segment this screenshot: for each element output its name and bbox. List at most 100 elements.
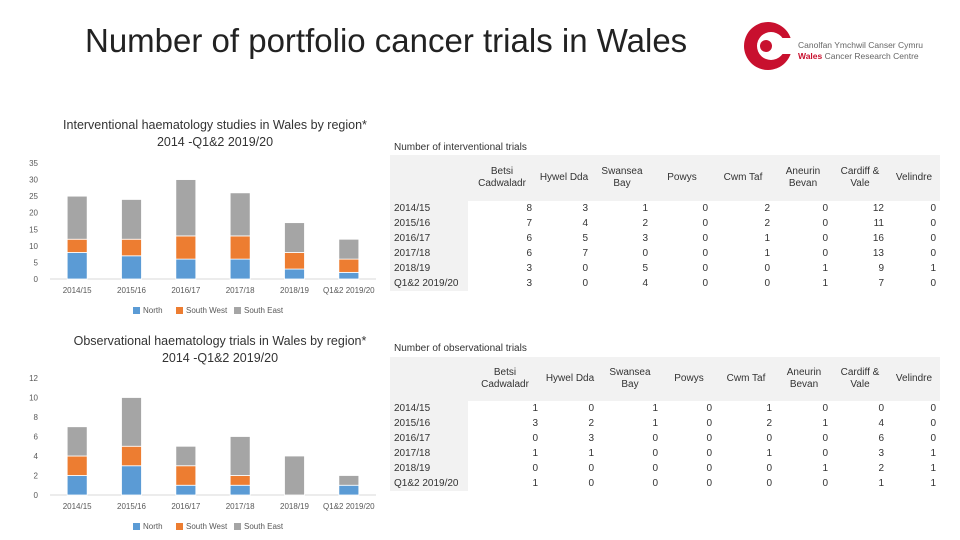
table-cell: 1: [652, 403, 658, 414]
row-year: 2015/16: [390, 416, 468, 431]
observational-stacked-bar-chart: 0 2 4 6 8 10 12 2014/15 2015/16 2016/17 2017/18 201…: [29, 374, 376, 531]
legend-swatch-south-west: [176, 523, 183, 530]
legend-label: South East: [244, 306, 284, 315]
column-header: Swansea Bay: [592, 155, 652, 201]
bar-segment-south-east: [175, 445, 197, 467]
y-tick-label: 0: [34, 275, 39, 284]
row-year: 2016/17: [390, 431, 468, 446]
bar-segment-south-west: [338, 258, 360, 273]
legend-swatch-south-east: [234, 523, 241, 530]
table-cell: 0: [930, 203, 936, 214]
table-row: 2014/15 1 0 1 0 1 0 0 0: [390, 401, 940, 416]
x-tick-label: 2016/17: [171, 286, 200, 295]
x-tick-label: 2014/15: [63, 502, 92, 511]
x-tick-label: 2016/17: [171, 502, 200, 511]
table-cell: 0: [766, 463, 772, 474]
y-tick-label: 8: [34, 413, 39, 422]
table-cell: 0: [706, 433, 712, 444]
table-row: Q1&2 2019/20 3 0 4 0 0 1 7 0: [390, 276, 940, 291]
table-cell: 0: [930, 433, 936, 444]
bar-segment-north: [229, 258, 251, 280]
row-year: Q1&2 2019/20: [390, 476, 468, 491]
x-tick-label: 2014/15: [63, 286, 92, 295]
table-cell: 0: [706, 448, 712, 459]
table-cell: 0: [532, 463, 538, 474]
table-cell: 1: [822, 463, 828, 474]
logo-text-welsh: Canolfan Ymchwil Canser Cymru: [798, 40, 924, 50]
bar-segment-south-east: [121, 397, 142, 447]
table-cell: 1: [588, 448, 594, 459]
column-header: Cwm Taf: [712, 155, 774, 201]
column-header: Powys: [662, 357, 716, 401]
observational-trials-table: Betsi Cadwaladr Hywel Dda Swansea Bay Powys…: [390, 357, 940, 491]
table-cell: 3: [878, 448, 884, 459]
column-header: Cardiff & Vale: [832, 155, 888, 201]
table-cell: 7: [526, 218, 532, 229]
table-cell: 0: [930, 233, 936, 244]
table-cell: 0: [706, 463, 712, 474]
table-cell: 2: [588, 418, 594, 429]
legend-label: North: [143, 306, 163, 315]
table-cell: 0: [766, 433, 772, 444]
table-cell: 0: [822, 478, 828, 489]
table-cell: 0: [930, 418, 936, 429]
legend-swatch-north: [133, 307, 140, 314]
interventional-table-title: Number of interventional trials: [394, 142, 527, 153]
table-cell: 1: [822, 278, 828, 289]
column-header: [390, 155, 468, 201]
table-cell: 0: [582, 263, 588, 274]
table-cell: 1: [822, 263, 828, 274]
table-cell: 1: [652, 418, 658, 429]
table-cell: 3: [526, 263, 532, 274]
x-tick-label: 2018/19: [280, 502, 309, 511]
table-cell: 0: [702, 233, 708, 244]
table-cell: 0: [702, 203, 708, 214]
table-cell: 4: [582, 218, 588, 229]
legend-swatch-north: [133, 523, 140, 530]
table-cell: 0: [702, 218, 708, 229]
row-year: Q1&2 2019/20: [390, 276, 468, 291]
table-cell: 1: [764, 233, 770, 244]
logo-text-brand: Wales: [798, 51, 823, 61]
legend-label: South West: [186, 522, 228, 531]
bar-segment-south-west: [66, 238, 88, 253]
x-tick-label: Q1&2 2019/20: [323, 286, 375, 295]
table-cell: 0: [706, 478, 712, 489]
row-year: 2016/17: [390, 231, 468, 246]
chart-interventional-title: Interventional haematology studies in Wa…: [63, 118, 367, 149]
table-cell: 0: [822, 248, 828, 259]
table-cell: 13: [872, 248, 884, 259]
bar-segment-south-west: [229, 235, 251, 260]
table-cell: 0: [588, 478, 594, 489]
y-tick-label: 5: [34, 258, 39, 267]
table-cell: 0: [822, 218, 828, 229]
table-row: 2017/18 1 1 0 0 1 0 3 1: [390, 446, 940, 461]
table-cell: 0: [702, 278, 708, 289]
table-cell: 0: [930, 248, 936, 259]
table-cell: 1: [766, 448, 772, 459]
table-cell: 5: [642, 263, 648, 274]
table-cell: 1: [766, 403, 772, 414]
y-tick-label: 30: [29, 176, 38, 185]
row-year: 2017/18: [390, 246, 468, 261]
row-year: 2017/18: [390, 446, 468, 461]
table-cell: 8: [526, 203, 532, 214]
logo-text-rest: Cancer Research Centre: [824, 51, 919, 61]
chart-observational-title: Observational haematology trials in Wale…: [73, 334, 367, 365]
table-cell: 0: [532, 433, 538, 444]
logo-text-english: Wales Cancer Research Centre: [798, 51, 919, 61]
x-tick-label: 2015/16: [117, 502, 146, 511]
table-cell: 0: [930, 403, 936, 414]
table-cell: 0: [764, 263, 770, 274]
table-cell: 0: [764, 278, 770, 289]
table-row: 2018/19 3 0 5 0 0 1 9 1: [390, 261, 940, 276]
bar-segment-north: [175, 258, 197, 280]
table-cell: 5: [582, 233, 588, 244]
bar-segment-north: [338, 271, 360, 280]
row-year: 2014/15: [390, 201, 468, 216]
column-header: Swansea Bay: [598, 357, 662, 401]
bar-segment-north: [66, 252, 88, 280]
table-cell: 7: [878, 278, 884, 289]
column-header: Aneurin Bevan: [776, 357, 832, 401]
row-year: 2018/19: [390, 461, 468, 476]
